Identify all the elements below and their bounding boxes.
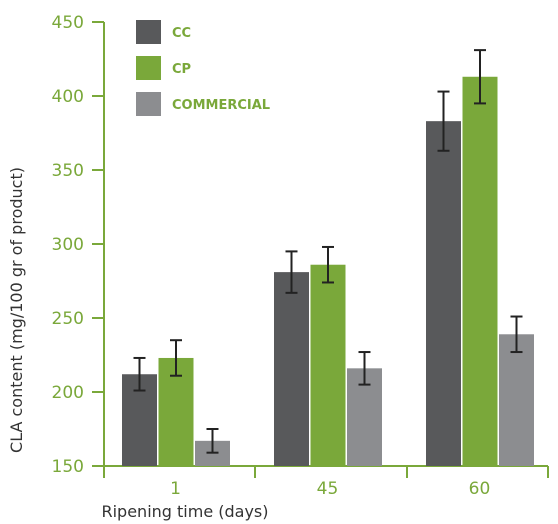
- legend-swatch-cc: [136, 20, 161, 44]
- bar-cc-45: [274, 272, 309, 466]
- x-axis-title: Ripening time (days): [101, 502, 268, 521]
- y-axis-ticks: 150 200 250 300 350 400 450: [52, 13, 104, 477]
- legend-swatch-commercial: [136, 92, 161, 116]
- bar-cp-60: [462, 76, 498, 466]
- x-axis-ticks: 1 45 60: [103, 466, 549, 499]
- legend-label-commercial: COMMERCIAL: [172, 98, 270, 113]
- y-tick-label: 450: [52, 13, 84, 33]
- y-tick-label: 300: [52, 235, 84, 255]
- y-axis-title: CLA content (mg/100 gr of product): [7, 167, 26, 453]
- x-tick-label: 45: [317, 479, 339, 499]
- x-tick-label: 1: [170, 479, 181, 499]
- legend: CC CP COMMERCIAL: [136, 20, 270, 116]
- bar-commercial-60: [499, 334, 534, 466]
- legend-swatch-cp: [136, 56, 161, 80]
- bars-group: [122, 49, 534, 466]
- bar-cc-60: [426, 121, 461, 466]
- y-tick-label: 350: [52, 161, 84, 181]
- legend-label-cc: CC: [172, 26, 191, 41]
- y-tick-label: 250: [52, 309, 84, 329]
- legend-label-cp: CP: [172, 62, 191, 77]
- bar-cp-45: [310, 264, 346, 466]
- x-tick-label: 60: [469, 479, 491, 499]
- y-tick-label: 200: [52, 383, 84, 403]
- y-tick-label: 150: [52, 457, 84, 477]
- y-tick-label: 400: [52, 87, 84, 107]
